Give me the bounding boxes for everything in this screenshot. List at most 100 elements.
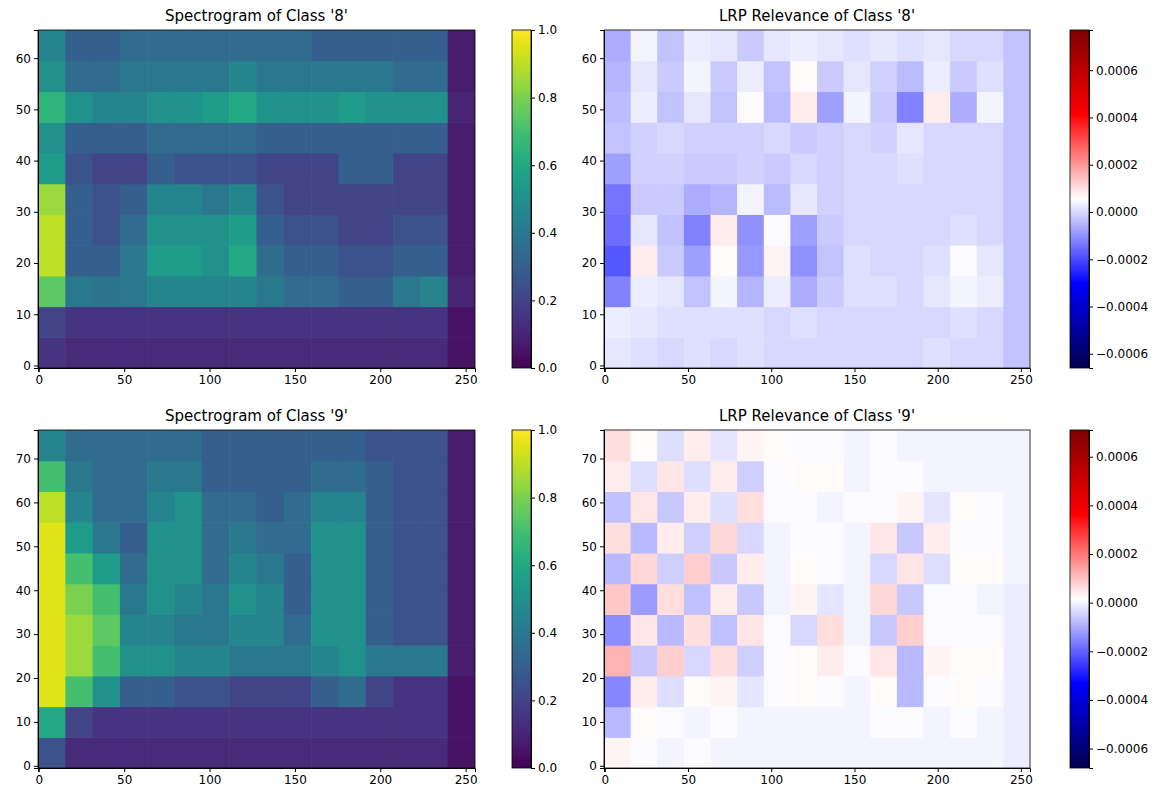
tick: −0.0002 <box>1089 253 1148 267</box>
cell <box>393 307 421 338</box>
tick-mark <box>124 368 125 372</box>
cell <box>870 307 897 338</box>
cell <box>737 522 764 553</box>
cell <box>175 214 203 245</box>
cell <box>737 614 764 645</box>
cell <box>604 461 631 492</box>
cell <box>817 614 844 645</box>
cell <box>311 30 339 61</box>
cell <box>202 122 230 153</box>
cell <box>924 184 951 215</box>
x-axis: 050100150200250 <box>602 368 1033 387</box>
cell <box>338 91 366 122</box>
cell <box>393 337 421 368</box>
cell <box>311 737 339 768</box>
tick-mark <box>34 722 38 723</box>
cell <box>870 245 897 276</box>
tick-mark <box>39 768 40 772</box>
cell <box>924 522 951 553</box>
cell <box>311 214 339 245</box>
cell <box>420 307 448 338</box>
cell <box>924 461 951 492</box>
cell <box>711 30 738 61</box>
cell <box>420 30 448 61</box>
tick-mark <box>600 365 604 366</box>
cell <box>1003 584 1030 615</box>
cell <box>38 30 66 61</box>
colorbar-axis-line <box>1090 31 1094 369</box>
cell <box>175 737 203 768</box>
cell <box>175 30 203 61</box>
cell <box>366 430 394 461</box>
tick-label: 0.0000 <box>1096 596 1138 610</box>
cell <box>977 491 1004 522</box>
cell <box>764 614 791 645</box>
tick: 60 <box>582 496 604 510</box>
cell <box>711 122 738 153</box>
cell <box>229 61 257 92</box>
cell <box>897 91 924 122</box>
cell <box>977 707 1004 738</box>
cell <box>924 676 951 707</box>
cell <box>147 276 175 307</box>
cell <box>684 553 711 584</box>
cell <box>38 614 66 645</box>
cell <box>657 91 684 122</box>
tick: 1.0 <box>531 423 557 437</box>
cell <box>790 214 817 245</box>
cell <box>790 122 817 153</box>
y-axis: 010203040506070 <box>582 431 605 774</box>
cell <box>229 614 257 645</box>
cell <box>338 307 366 338</box>
cell <box>393 614 421 645</box>
cell <box>257 153 285 184</box>
cell <box>924 707 951 738</box>
tick-mark <box>531 300 535 301</box>
cell <box>202 307 230 338</box>
cell <box>1003 553 1030 584</box>
tick-label: 20 <box>16 256 31 270</box>
cell <box>175 553 203 584</box>
cell <box>790 676 817 707</box>
cell <box>38 184 66 215</box>
cell <box>817 645 844 676</box>
cell <box>950 245 977 276</box>
cell <box>393 461 421 492</box>
cell <box>338 645 366 676</box>
cell <box>684 307 711 338</box>
cell <box>657 553 684 584</box>
cell <box>257 61 285 92</box>
cell <box>711 522 738 553</box>
tick-mark <box>1089 554 1093 555</box>
tick-mark <box>600 459 604 460</box>
tick: 0 <box>589 359 604 373</box>
cell <box>202 614 230 645</box>
cell <box>284 276 312 307</box>
cell <box>977 584 1004 615</box>
cell <box>448 153 475 184</box>
tick-label: 30 <box>582 627 597 641</box>
tick-mark <box>771 768 772 772</box>
tick: 0 <box>23 359 38 373</box>
cell <box>684 522 711 553</box>
cell <box>448 461 475 492</box>
cell <box>338 522 366 553</box>
cell <box>147 522 175 553</box>
cell <box>65 614 93 645</box>
cell <box>790 553 817 584</box>
cell <box>684 737 711 768</box>
tick: 50 <box>117 768 132 787</box>
tick-label: 50 <box>117 373 132 387</box>
cell <box>790 645 817 676</box>
cell <box>311 337 339 368</box>
tick-label: 40 <box>16 154 31 168</box>
cell <box>924 553 951 584</box>
cell <box>924 245 951 276</box>
cell <box>684 245 711 276</box>
cell <box>38 153 66 184</box>
cell <box>311 91 339 122</box>
cell <box>393 153 421 184</box>
cell <box>420 707 448 738</box>
cell <box>420 276 448 307</box>
cell <box>393 276 421 307</box>
